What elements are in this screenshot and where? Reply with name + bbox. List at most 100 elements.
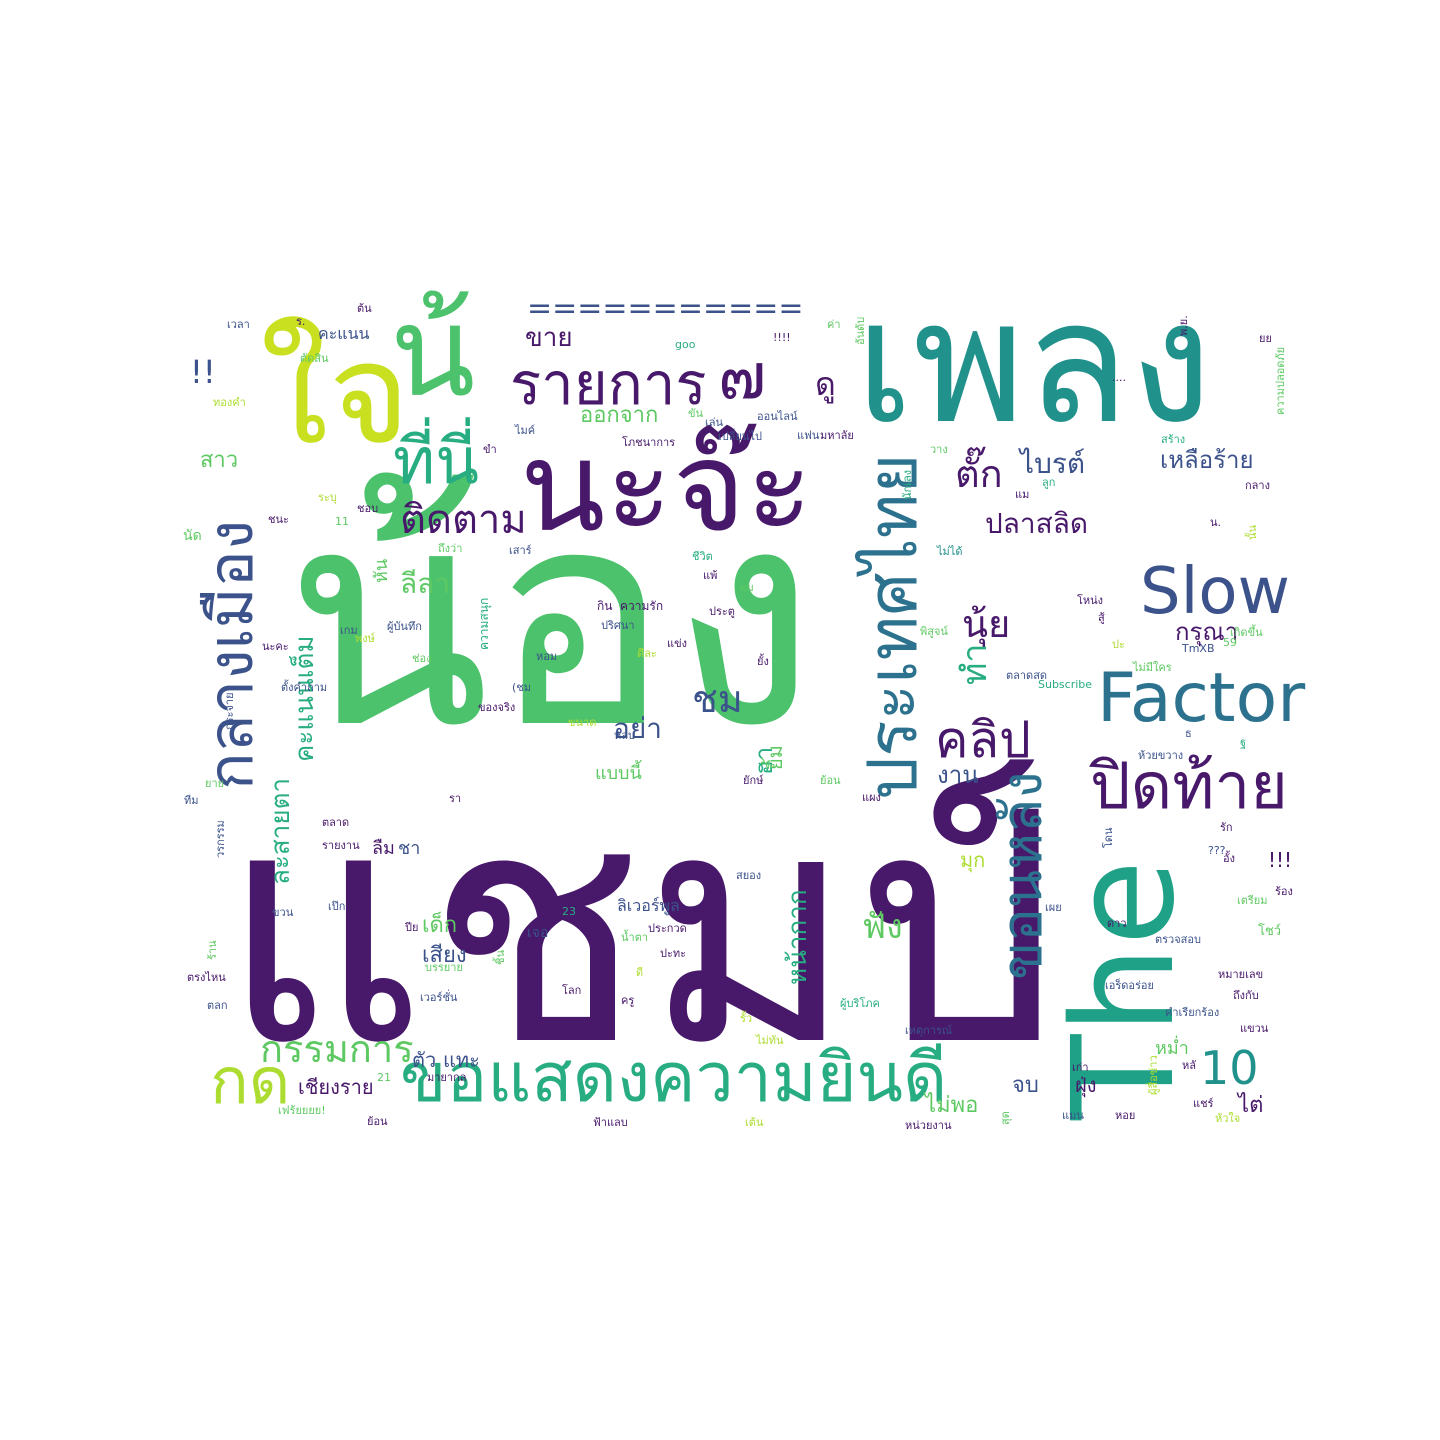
word-goo: goo [675,338,696,351]
word-karuna: กรุณา [1175,618,1239,646]
word-ten: 10 [1200,1041,1259,1095]
word-tat-sin: ตัดสิน [300,352,329,365]
word-huai-khwang: ห้วยขวาง [1138,749,1184,762]
word-ok-chak: ออกจาก [580,403,659,428]
word-klang: กลาง [1245,479,1270,492]
word-tang-khamtham: ตั้งคำถาม [281,681,328,694]
word-na-kha: นะคะ [262,640,289,653]
word-question-marks: ??? [1208,844,1226,857]
word-khanat: ขนาด [568,716,597,729]
word-hoi: หอย [1115,1109,1136,1122]
word-twenty-three: 23 [562,905,576,918]
word-andap: อันดับ [854,316,867,345]
word-lang-fragment: หลั [1182,1059,1196,1072]
word-safety: ความปลอดภัย [1274,346,1287,415]
word-triple-bang: !!! [1268,848,1293,872]
word-koet-khuen: เกิดขึ้น [1230,626,1263,639]
word-phom: ผม [740,581,754,594]
word-khon-lang: ขอนหลัง [990,771,1055,980]
word-worakam: วรกรรม [214,820,227,858]
word-prisana: ปริศนา [601,619,635,632]
word-mai-lek: หมายเลข [1218,968,1264,981]
word-baep-ni: แบบนี้ [595,763,642,784]
word-di: ดี [636,966,644,979]
word-rak: รัก [1220,821,1233,834]
word-prathet-thai: ประเทศไทย [854,453,933,800]
word-kin: กิน [597,599,613,613]
word-han: หัน [371,558,392,583]
word-khong-ching: ของจริง [478,701,516,714]
word-mae: แม [1015,488,1030,501]
word-yon-back: ย้อน [367,1115,388,1128]
word-chin: ชิ้น [494,950,507,965]
word-rabu: ระบุ [318,491,337,504]
word-khwaen: แขวน [1240,1022,1269,1035]
word-dao: ดาว [1107,917,1127,930]
word-tit-tam: ติดตาม [400,497,527,543]
word-chong: ช่อง [412,652,432,665]
word-thae: แทะ [443,1048,480,1072]
word-yai: ยาย [205,777,225,790]
word-pek: เป๊ก [328,900,346,913]
word-nan: นั้น [1246,524,1259,540]
word-thi-ni: ที่นี่ [393,425,479,499]
word-twenty-one: 21 [377,1071,391,1084]
word-talat-sot: ตลาดสด [1006,669,1048,682]
word-tham: ทำ [955,643,995,685]
word-fifty-nine: 59 [1223,636,1237,649]
word-phoei: เผย [1045,901,1062,914]
word-tho-than: ฐ [1240,736,1247,749]
word-fang: ฟัง [862,907,903,947]
word-thueng-wa: ถึงว่า [438,542,463,555]
word-chana: ชนะ [268,513,289,526]
word-khanaen: คะแนน [318,324,370,343]
word-don: โดน [1102,827,1115,848]
word-phu-banthuek: ผู้บันทึก [387,620,422,633]
word-nong: น้อง [285,445,817,794]
word-fa-laep: ฟ้าแลบ [593,1116,628,1129]
word-la-sai-ta: ละสายตา [266,777,296,885]
word-subscribe: Subscribe [1038,678,1093,691]
word-chiang-rai: เชียงราย [298,1075,374,1099]
word-equals: =========== [527,291,804,326]
word-khan: ขัน [688,407,704,420]
word-version: เวอร์ชั่น [420,991,458,1004]
word-luk: ลูก [1042,476,1056,489]
word-klang-mueang: กลางเมือง [194,519,267,790]
word-dek: เด็ก [422,913,458,938]
word-chom: ชม [692,677,743,721]
word-hua-chai: หัวใจ [1215,1112,1241,1125]
word-thong-kham: ทองคำ [213,396,246,409]
word-pa: ปะ [1112,638,1125,651]
word-nui: นุ้ย [962,602,1011,646]
word-trong-nai: ตรงไหน [187,971,226,984]
word-kammakan: กรรมการ [260,1027,414,1071]
word-mai-than: ไม่ทัน [756,1034,784,1047]
word-khru: ครู [621,994,635,1007]
word-kao: เก่า [1072,1061,1089,1074]
word-double-bang: !! [190,353,216,391]
word-dila: ดีละ [637,647,657,660]
word-dots: .... [1112,371,1126,384]
word-lila: ลีลา [400,567,451,600]
word-nuai-ngan: หน่วยงาน [905,1119,952,1132]
word-su: สู้ [1098,611,1105,624]
word-yim: ยิ้ม [763,745,787,770]
word-pi: ปีย [405,921,419,934]
word-mai-dai: ไม่ได้ [937,545,963,558]
word-talat: ตลาด [322,816,350,829]
word-khaeng: แข่ง [667,637,687,650]
word-muk: มุก [960,848,986,872]
word-phaeng: แผง [862,791,881,804]
word-sao: สาว [200,448,239,473]
word-nam-ta: น้ำตา [621,931,649,944]
word-hom: หอม [536,650,558,663]
word-tua: ตัว [412,1048,437,1072]
word-wang: วาง [930,443,948,456]
word-wela: เวลา [227,318,250,331]
word-phochanakan: โภชนาการ [622,436,676,449]
word-four-bang: !!!! [773,331,791,344]
word-choe: เจอ [527,925,549,941]
word-team: ทีม [184,794,199,807]
